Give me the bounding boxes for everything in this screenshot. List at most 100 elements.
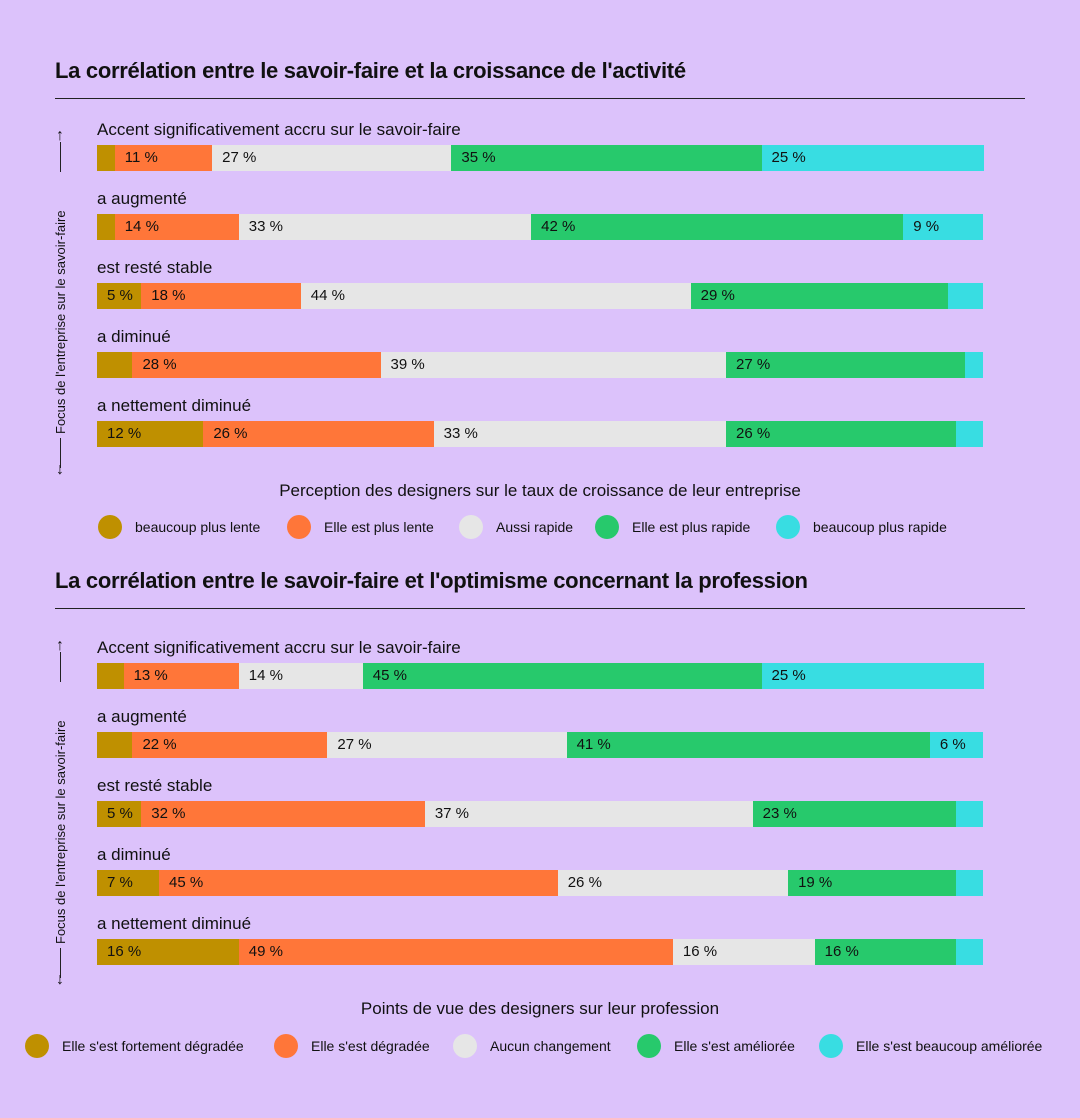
legend-swatch-icon [274,1034,298,1058]
data-label: 35 % [461,149,496,166]
legend-swatch-icon [595,515,619,539]
category-label: a augmenté [97,707,187,726]
category-label: est resté stable [97,258,213,277]
data-label: 12 % [107,425,142,442]
legend-label: Elle est plus rapide [632,519,751,535]
bar-segment [672,939,816,965]
data-label: 33 % [443,425,478,442]
bar-segment [362,663,762,689]
data-label: 26 % [736,425,771,442]
bar-segment [97,283,142,309]
stacked-bar: 11 % 27 % 35 % 25 % [97,145,984,171]
category-label: Accent significativement accru sur le sa… [97,120,461,139]
y-axis-label: Focus de l'entreprise sur le savoir-fair… [53,210,68,434]
bar-segment [424,801,754,827]
bar-segment [956,870,984,896]
axis-line-top [60,652,61,682]
data-label: 13 % [133,667,168,684]
data-label: 45 % [169,874,204,891]
y-axis-label: Focus de l'entreprise sur le savoir-fair… [53,720,68,944]
data-label: 23 % [762,805,797,822]
stacked-bar: 12 % 26 % 33 % 26 % [97,421,984,447]
data-label: 42 % [541,218,576,235]
legend-title: Points de vue des designers sur leur pro… [360,999,720,1018]
legend-swatch-icon [819,1034,843,1058]
data-label: 32 % [151,805,186,822]
bar-segment [97,801,142,827]
data-label: 45 % [372,667,407,684]
bar-segment [451,145,762,171]
legend-swatch-icon [25,1034,49,1058]
bar-segment [956,939,984,965]
bar-segment [114,145,213,171]
category-label: a diminué [97,845,171,864]
data-label: 28 % [142,356,177,373]
bar-segment [238,214,532,240]
arrow-down-icon: ↓ [56,461,64,478]
category-label: a nettement diminué [97,396,252,415]
data-label: 44 % [310,287,345,304]
data-label: 27 % [736,356,771,373]
chart-optimism: La corrélation entre le savoir-faire et … [0,568,1080,1068]
bar-segment [327,732,568,758]
data-label: 27 % [337,736,372,753]
category-label: est resté stable [97,776,213,795]
data-label: 16 % [824,943,859,960]
legend-label: Elle s'est beaucoup améliorée [856,1038,1043,1054]
bar-segment [956,421,984,447]
bar-segment [929,732,984,758]
data-label: 49 % [248,943,283,960]
bar-segment [97,663,125,689]
legend-label: beaucoup plus lente [135,519,261,535]
data-label: 18 % [151,287,186,304]
category-label: a augmenté [97,189,187,208]
data-label: 5 % [107,805,133,822]
data-label: 25 % [771,149,806,166]
legend-label: Aussi rapide [496,519,574,535]
data-label: 26 % [567,874,602,891]
bar-segment [965,352,984,378]
data-label: 22 % [142,736,177,753]
bar-segment [132,732,328,758]
data-label: 9 % [913,218,940,235]
title-divider [55,98,1025,99]
legend-label: Elle s'est dégradée [311,1038,430,1054]
axis-line-bottom [60,948,61,978]
data-label: 16 % [682,943,718,960]
axis-line-top [60,142,61,172]
bar-segment [123,663,240,689]
data-label: 19 % [798,874,833,891]
bar-segment [433,421,727,447]
data-label: 37 % [434,805,470,822]
legend-label: Elle s'est fortement dégradée [62,1038,244,1054]
axis-line-bottom [60,438,61,468]
bar-segment [97,732,133,758]
bar-segment [97,352,133,378]
bar-segment [752,801,957,827]
bar-segment [141,801,426,827]
bar-segment [903,214,984,240]
data-label: 41 % [576,736,611,753]
bar-segment [97,421,204,447]
legend-label: Aucun changement [490,1038,611,1054]
bar-segment [132,352,382,378]
bar-segment [114,214,240,240]
data-label: 29 % [700,287,735,304]
bar-segment [97,214,116,240]
bar-segment [97,939,240,965]
stacked-bar: 28 % 39 % 27 % [97,352,984,378]
chart-growth: La corrélation entre le savoir-faire et … [0,58,1080,548]
legend-label: Elle s'est améliorée [674,1038,795,1054]
legend-label: beaucoup plus rapide [813,519,947,535]
data-label: 26 % [213,425,248,442]
bar-segment [212,145,452,171]
arrow-up-icon: ↑ [56,127,64,144]
bar-segment [788,870,957,896]
bar-segment [726,421,957,447]
bar-segment [814,939,957,965]
bar-segment [947,283,984,309]
legend-swatch-icon [459,515,483,539]
data-label: 27 % [222,149,257,166]
legend-label: Elle est plus lente [324,519,434,535]
legend-swatch-icon [637,1034,661,1058]
